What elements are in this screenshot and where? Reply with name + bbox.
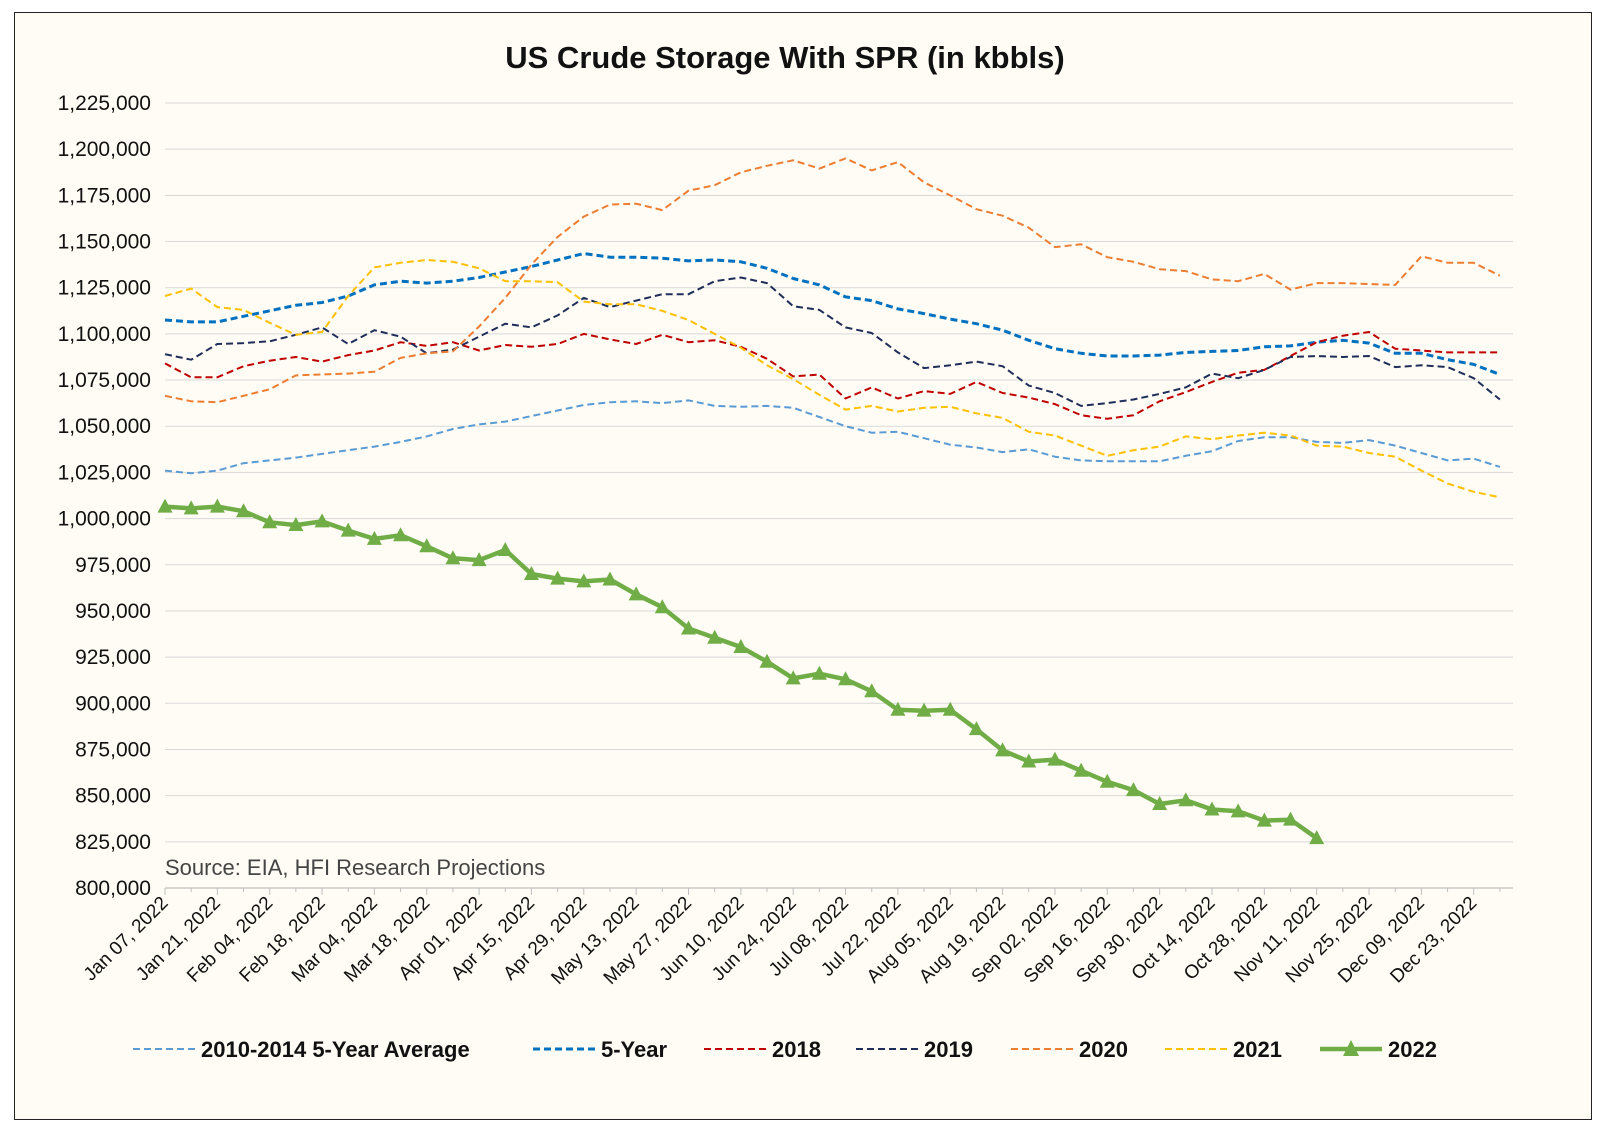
data-point-marker (1204, 801, 1220, 816)
data-point-marker (393, 527, 409, 542)
y-tick-label: 1,100,000 (58, 323, 151, 346)
data-point-marker (785, 670, 801, 685)
data-point-marker (654, 599, 670, 614)
data-point-marker (445, 550, 461, 565)
data-point-marker (1230, 803, 1246, 818)
y-tick-label: 1,150,000 (58, 231, 151, 254)
legend: 2010-2014 5-Year Average 5-Year 2018 2019 20… (133, 1037, 1437, 1062)
data-point-marker (1283, 811, 1299, 826)
y-tick-label: 1,200,000 (58, 138, 151, 161)
data-point-marker (1125, 782, 1141, 797)
data-point-marker (916, 702, 932, 717)
legend-2019-label: 2019 (924, 1037, 973, 1062)
data-point-marker (550, 570, 566, 585)
y-tick-label: 875,000 (75, 738, 151, 761)
data-point-marker (1047, 751, 1063, 766)
y-axis-ticks: 800,000 825,000 850,000 875,000 900,000 925,0… (58, 92, 151, 900)
legend-2018-label: 2018 (772, 1037, 821, 1062)
source-annotation: Source: EIA, HFI Research Projections (165, 855, 545, 880)
data-point-marker (942, 701, 958, 716)
legend-2021-label: 2021 (1233, 1037, 1282, 1062)
legend-marker (1343, 1040, 1359, 1056)
data-point-marker (576, 573, 592, 588)
y-tick-label: 975,000 (75, 554, 151, 577)
data-point-marker (1178, 792, 1194, 807)
y-tick-label: 1,025,000 (58, 461, 151, 484)
legend-2022-label: 2022 (1388, 1037, 1437, 1062)
data-point-marker (340, 522, 356, 537)
y-tick-label: 1,125,000 (58, 277, 151, 300)
series-2018-line (164, 331, 1500, 420)
y-tick-label: 1,050,000 (58, 415, 151, 438)
legend-2010-2014-5-year-average-label: 2010-2014 5-Year Average (201, 1037, 470, 1062)
y-tick-label: 950,000 (75, 600, 151, 623)
series-5-year-line (164, 252, 1501, 376)
data-point-marker (1099, 773, 1115, 788)
legend-5-year-label: 5-Year (601, 1037, 667, 1062)
chart-title: US Crude Storage With SPR (in kbbls) (505, 40, 1064, 75)
y-tick-label: 1,000,000 (58, 508, 151, 531)
data-point-marker (262, 514, 278, 529)
gridlines (165, 102, 1513, 843)
data-point-marker (183, 500, 199, 515)
data-point-marker (838, 671, 854, 686)
data-point-marker (157, 498, 173, 513)
data-point-marker (707, 629, 723, 644)
y-tick-label: 800,000 (75, 877, 151, 900)
data-point-marker (628, 586, 644, 601)
series-2010-2014-5-year-average-line (164, 399, 1501, 475)
data-point-marker (497, 541, 513, 556)
data-point-marker (523, 566, 539, 580)
series-2019-line (164, 276, 1501, 407)
data-point-marker (288, 517, 304, 532)
y-tick-label: 925,000 (75, 646, 151, 669)
data-point-marker (1256, 812, 1272, 827)
data-point-marker (811, 665, 827, 680)
series-2020-line (164, 157, 1501, 404)
y-tick-label: 900,000 (75, 692, 151, 715)
data-point-marker (471, 552, 487, 567)
data-point-marker (759, 653, 775, 668)
data-point-marker (1152, 795, 1168, 810)
data-point-marker (602, 571, 618, 586)
chart-frame: US Crude Storage With SPR (in kbbls) 800… (14, 12, 1592, 1120)
y-tick-label: 1,075,000 (58, 369, 151, 392)
chart-svg: US Crude Storage With SPR (in kbbls) 800… (58, 40, 1513, 1062)
legend-2020-label: 2020 (1079, 1037, 1128, 1062)
data-point-marker (419, 538, 435, 553)
data-point-marker (236, 503, 252, 518)
series-2022-line (164, 504, 1318, 840)
y-tick-label: 825,000 (75, 831, 151, 854)
y-tick-label: 1,225,000 (58, 92, 151, 115)
data-point-marker (1073, 762, 1089, 777)
data-point-marker (968, 721, 984, 736)
series-2021-line (164, 259, 1501, 499)
y-tick-label: 1,175,000 (58, 184, 151, 207)
data-point-marker (864, 683, 880, 698)
series-lines (157, 157, 1501, 845)
data-point-marker (995, 742, 1011, 757)
data-point-marker (314, 513, 330, 528)
data-point-marker (890, 701, 906, 716)
data-point-marker (1021, 753, 1037, 768)
data-point-marker (733, 638, 749, 653)
data-point-marker (209, 498, 225, 513)
data-point-marker (680, 620, 696, 635)
data-point-marker (366, 530, 382, 545)
y-tick-label: 850,000 (75, 785, 151, 808)
data-point-marker (1309, 830, 1325, 845)
